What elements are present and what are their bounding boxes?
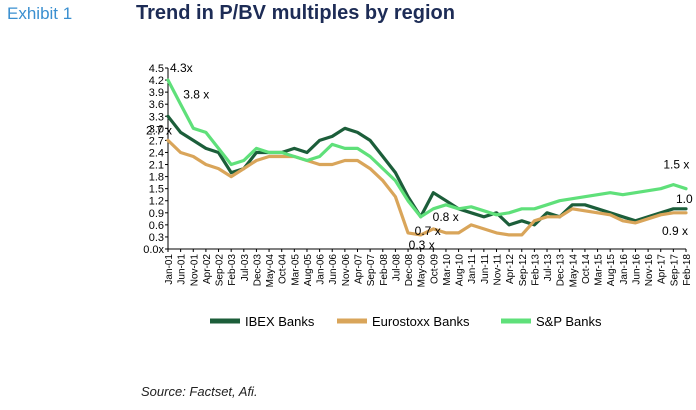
data-label: 0.9 x <box>662 224 688 238</box>
x-tick-label: Aug-15 <box>606 254 617 287</box>
x-tick-label: Nov-01 <box>189 254 200 287</box>
y-tick-label: 4.2 <box>149 75 164 87</box>
x-tick-label: Oct-09 <box>429 254 440 284</box>
data-label: 1.5 x <box>663 158 689 172</box>
data-label: 0.8 x <box>433 210 459 224</box>
series-line-s-p-banks <box>166 78 688 219</box>
y-tick-label: 3.3 <box>149 111 164 123</box>
x-tick-label: May-14 <box>568 254 579 288</box>
x-tick-label: Jan-01 <box>164 254 175 285</box>
x-tick-label: Sep-07 <box>366 254 377 287</box>
y-tick-label: 0.6 <box>149 220 164 232</box>
data-label: 0.7 x <box>415 224 441 238</box>
y-tick-label: 1.2 <box>149 196 164 208</box>
x-tick-label: Feb-18 <box>682 254 693 286</box>
x-tick-label: Jun-11 <box>480 254 491 284</box>
y-tick-label: 3.9 <box>149 87 164 99</box>
x-tick-label: Apr-17 <box>657 254 668 284</box>
x-tick-label: Oct-04 <box>278 254 289 284</box>
x-tick-label: Aug-05 <box>303 254 314 287</box>
legend-label: S&P Banks <box>536 314 602 329</box>
legend-label: IBEX Banks <box>245 314 315 329</box>
x-tick-label: Nov-16 <box>644 254 655 287</box>
x-tick-label: Jan-16 <box>619 254 630 285</box>
x-tick-label: Apr-12 <box>505 254 516 284</box>
x-tick-label: Oct-14 <box>581 254 592 284</box>
data-label: 0.3 x <box>409 238 435 252</box>
x-tick-label: Jan-06 <box>316 254 327 285</box>
x-tick-label: Nov-11 <box>492 254 503 286</box>
x-tick-label: Aug-10 <box>455 254 466 287</box>
x-tick-label: Dec-03 <box>252 254 263 287</box>
x-tick-label: Jun-01 <box>177 254 188 285</box>
x-tick-label: May-04 <box>265 254 276 288</box>
x-tick-label: Jul-13 <box>543 254 554 282</box>
y-tick-label: 1.5 <box>149 184 164 196</box>
y-tick-label: 1.8 <box>149 172 164 184</box>
legend-label: Eurostoxx Banks <box>372 314 470 329</box>
y-tick-label: 2.1 <box>149 160 164 172</box>
data-label: 4.3x <box>170 61 193 75</box>
exhibit-label: Exhibit 1 <box>7 4 73 23</box>
x-tick-label: Sep-02 <box>215 254 226 287</box>
x-tick-label: Dec-08 <box>404 254 415 287</box>
x-tick-label: Apr-07 <box>354 254 365 284</box>
y-tick-label: 3.0 <box>149 123 164 135</box>
x-tick-label: Jun-16 <box>631 254 642 285</box>
x-tick-label: May-09 <box>417 254 428 288</box>
y-tick-label: 0.9 <box>149 208 164 220</box>
data-label: 2.7 x <box>146 123 172 137</box>
y-tick-label: 2.4 <box>149 147 164 159</box>
x-tick-label: Apr-02 <box>202 254 213 284</box>
data-label: 1.0 x <box>676 192 696 206</box>
x-tick-label: Nov-06 <box>341 254 352 287</box>
x-tick-label: Jan-11 <box>467 254 478 284</box>
x-tick-label: Jul-03 <box>240 254 251 282</box>
y-tick-label: 4.5 <box>149 63 164 75</box>
x-tick-label: Mar-05 <box>290 254 301 286</box>
x-tick-label: Jul-08 <box>391 254 402 282</box>
y-tick-label: 3.6 <box>149 99 164 111</box>
x-tick-label: Jun-06 <box>328 254 339 285</box>
data-label: 3.8 x <box>183 87 209 101</box>
chart-title: Trend in P/BV multiples by region <box>136 2 455 24</box>
x-tick-label: Feb-03 <box>227 254 238 286</box>
x-tick-label: Feb-13 <box>530 254 541 286</box>
y-tick-label: 0.3 <box>149 232 164 244</box>
x-tick-label: Mar-15 <box>594 254 605 286</box>
source-note: Source: Factset, Afi. <box>141 384 258 399</box>
series-line-eurostoxx-banks <box>166 138 688 237</box>
x-tick-label: Dec-13 <box>556 254 567 287</box>
y-tick-label: 2.7 <box>149 135 164 147</box>
x-tick-label: Sep-12 <box>518 254 529 287</box>
series-line-ibex-banks <box>166 114 688 227</box>
x-tick-label: Feb-08 <box>379 254 390 286</box>
x-tick-label: Sep-17 <box>669 254 680 287</box>
x-tick-label: Mar-10 <box>442 254 453 286</box>
y-tick-label: 0.0x <box>143 244 164 256</box>
